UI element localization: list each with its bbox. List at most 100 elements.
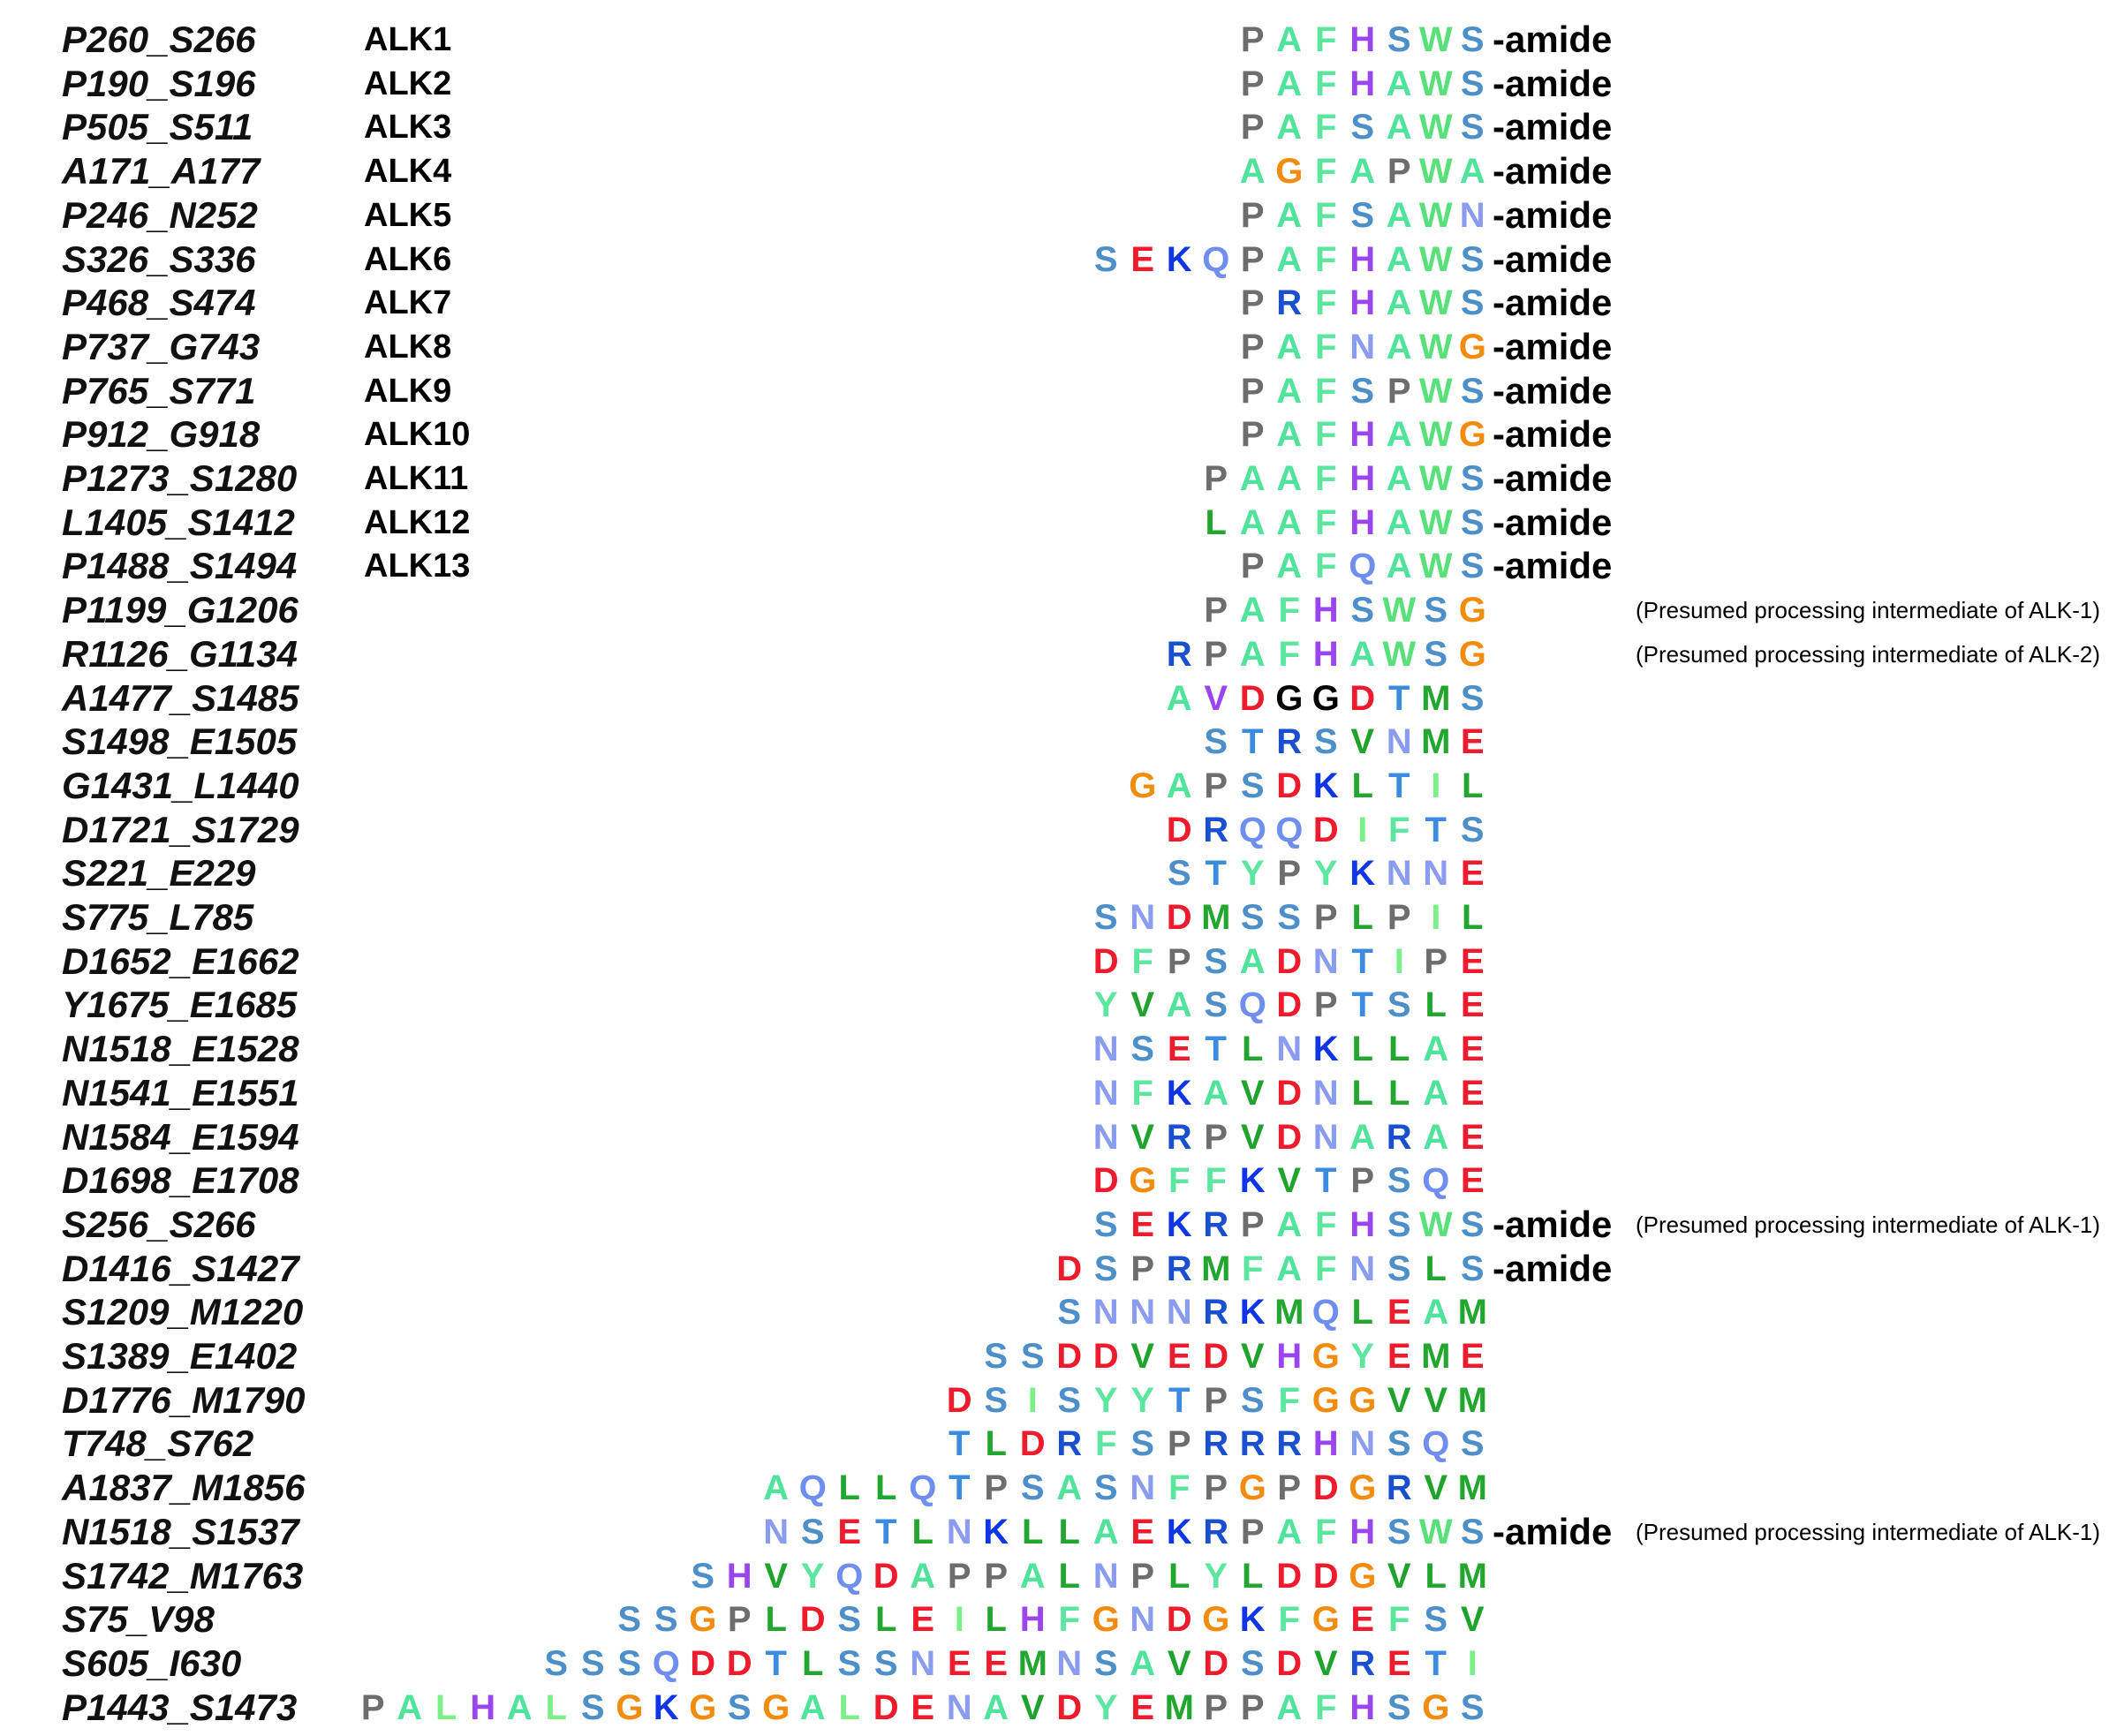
residue-M: M [1164,1687,1194,1727]
residue-S: S [1387,1204,1411,1244]
alignment-row: N1518_E1528 N S E T L N K L L A E [0,1027,2124,1071]
alignment-row: A171_A177 ALK4 A G F A P W A -amide [0,149,2124,193]
residue-W: W [1418,195,1453,235]
residue-H: H [1349,64,1376,103]
residue-G: G [1275,152,1304,192]
processing-note: (Presumed processing intermediate of ALK… [1636,597,2101,624]
residue-A: A [1386,239,1412,279]
alk-label: ALK11 [364,460,469,497]
residue-A: A [1386,547,1412,586]
alignment-row: S326_S336 ALK6 S E K Q P A F H A W S -amide [0,238,2124,282]
residue-G: G [1349,1468,1377,1508]
alk-label: ALK3 [364,109,452,147]
residue-W: W [1418,327,1453,366]
residue-E: E [1460,1161,1485,1201]
residue-E: E [1167,1337,1191,1376]
residue-L: L [985,1600,1007,1640]
alignment-row: G1431_L1440 G A P S D K L T I L [0,764,2124,808]
residue-P: P [1240,108,1265,147]
residue-A: A [1276,239,1303,279]
peptide-id: P1443_S1473 [62,1686,298,1728]
residue-N: N [910,1643,936,1683]
residue-P: P [1387,152,1411,192]
residue-K: K [1312,1030,1339,1069]
residue-L: L [1425,985,1447,1025]
residue-M: M [1201,898,1231,937]
residue-S: S [1093,1468,1118,1508]
residue-R: R [1276,283,1303,323]
residue-T: T [1351,985,1373,1025]
peptide-id: L1405_S1412 [62,501,295,543]
residue-F: F [1315,547,1337,586]
residue-A: A [1056,1468,1083,1508]
alk-label: ALK10 [364,416,471,454]
residue-L: L [875,1600,897,1640]
residue-W: W [1382,591,1417,630]
peptide-id: S75_V98 [62,1598,215,1641]
residue-E: E [911,1687,935,1727]
residue-H: H [1276,1337,1303,1376]
residue-Y: Y [1093,985,1118,1025]
residue-V: V [1167,1643,1191,1683]
residue-D: D [1092,1161,1119,1201]
peptide-id: A1477_S1485 [62,676,299,719]
residue-L: L [1168,1556,1190,1596]
residue-D: D [1276,1117,1303,1157]
peptide-id: P1488_S1494 [62,545,298,587]
residue-A: A [1166,766,1192,805]
residue-N: N [1312,1117,1339,1157]
residue-D: D [1276,1643,1303,1683]
residue-S: S [691,1556,715,1596]
residue-G: G [1202,1600,1230,1640]
residue-L: L [1351,898,1373,937]
residue-D: D [1019,1424,1046,1464]
residue-D: D [873,1687,899,1727]
residue-Y: Y [1313,854,1338,894]
alignment-row: P912_G918 ALK10 P A F H A W G -amide [0,412,2124,457]
residue-S: S [1460,20,1485,59]
residue-S: S [1460,810,1485,849]
residue-S: S [1240,1643,1265,1683]
residue-S: S [1460,678,1485,718]
residue-F: F [1205,1161,1227,1201]
residue-D: D [690,1643,716,1683]
residue-P: P [1204,766,1228,805]
residue-F: F [1131,941,1153,981]
residue-A: A [1386,195,1412,235]
residue-S: S [1460,502,1485,542]
residue-S: S [1093,1643,1118,1683]
residue-H: H [1312,1424,1339,1464]
alk-label: ALK4 [364,153,452,191]
residue-G: G [1349,1556,1377,1596]
residue-H: H [1349,20,1376,59]
residue-P: P [1240,283,1265,323]
residue-E: E [1387,1643,1411,1683]
peptide-id: S1209_M1220 [62,1291,304,1333]
residue-Y: Y [1093,1687,1118,1727]
residue-N: N [1312,941,1339,981]
residue-D: D [799,1600,826,1640]
residue-A: A [1166,985,1192,1025]
peptide-id: P468_S474 [62,282,256,324]
residue-Q: Q [1202,239,1230,279]
residue-P: P [727,1600,752,1640]
residue-S: S [1350,371,1375,411]
residue-D: D [1276,985,1303,1025]
alk-label: ALK12 [364,503,471,541]
residue-M: M [1457,1293,1487,1332]
residue-A: A [397,1687,423,1727]
residue-R: R [1166,1117,1192,1157]
residue-L: L [1351,1030,1373,1069]
residue-G: G [762,1687,790,1727]
residue-N: N [1092,1556,1119,1596]
residue-S: S [1020,1337,1045,1376]
residue-P: P [1240,239,1265,279]
residue-A: A [1276,1204,1303,1244]
residue-P: P [1313,898,1338,937]
residue-S: S [1167,854,1191,894]
residue-T: T [1242,722,1264,762]
